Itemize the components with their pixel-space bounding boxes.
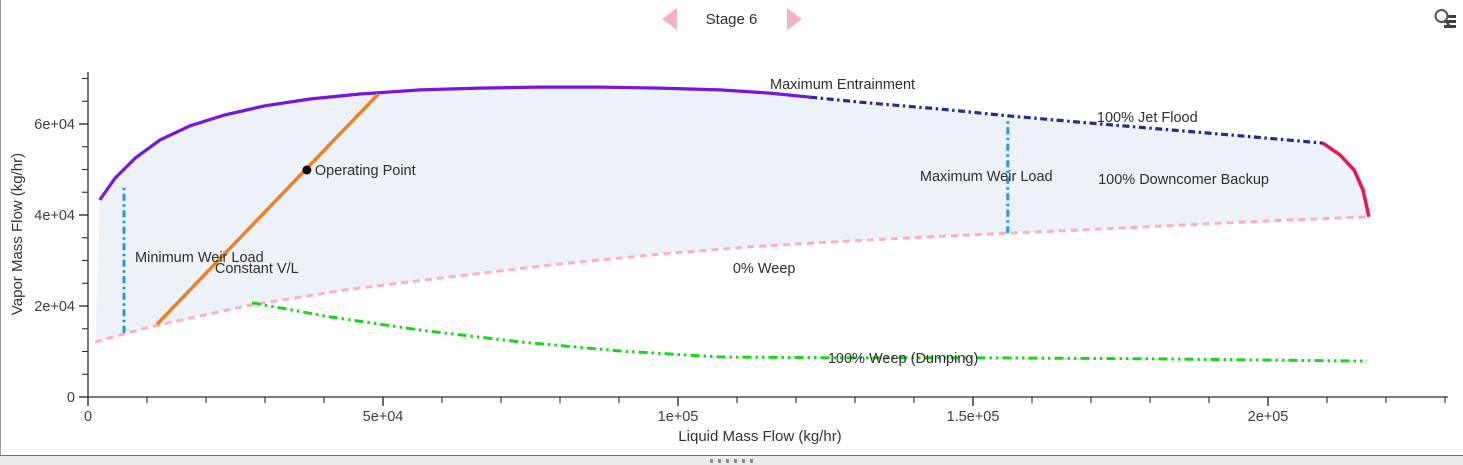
- operating-point-marker: [302, 165, 312, 175]
- panel-left-border: [0, 0, 1, 465]
- label-maximum-weir-load: Maximum Weir Load: [920, 169, 1053, 185]
- label-minimum-weir-load: Minimum Weir Load: [135, 250, 264, 266]
- stage-label: Stage 6: [705, 10, 758, 28]
- splitter-bar[interactable]: [0, 455, 1463, 465]
- y-tick-label: 6e+04: [34, 117, 75, 133]
- x-axis-title: Liquid Mass Flow (kg/hr): [678, 428, 841, 445]
- x-tick-label: 0: [84, 409, 92, 425]
- plot-settings-button[interactable]: [1433, 5, 1459, 37]
- series-maximum-entrainment: [98, 85, 811, 201]
- y-tick-label: 0: [67, 390, 75, 406]
- next-stage-button[interactable]: [786, 8, 802, 30]
- label-maximum-entrainment: Maximum Entrainment: [770, 77, 915, 93]
- x-tick-label: 1.5e+05: [947, 409, 1000, 425]
- hydraulic-operating-envelope-plot: 0 5e+04 1e+05 1.5e+05 2e+05 0 2e+04 4e+04 6e+04 L…: [9, 72, 1448, 445]
- y-tick-label: 2e+04: [34, 299, 75, 315]
- magnifier-list-icon: [1434, 9, 1456, 28]
- operating-envelope-region: [95, 87, 1369, 342]
- label-operating-point: Operating Point: [315, 163, 416, 179]
- splitter-handle-dots: [709, 459, 754, 463]
- label-weep-0: 0% Weep: [733, 261, 796, 277]
- label-downcomer-backup: 100% Downcomer Backup: [1098, 172, 1269, 188]
- label-jet-flood: 100% Jet Flood: [1097, 110, 1198, 126]
- previous-stage-button[interactable]: [661, 8, 677, 30]
- y-tick-label: 4e+04: [34, 208, 75, 224]
- y-axis-title: Vapor Mass Flow (kg/hr): [9, 153, 26, 315]
- series-100-weep-dumping: [251, 301, 1368, 363]
- series-constant-v-l: [155, 92, 380, 326]
- label-weep-100: 100% Weep (Dumping): [828, 351, 978, 367]
- x-tick-label: 1e+05: [658, 409, 699, 425]
- label-constant-vl: Constant V/L: [215, 261, 299, 277]
- x-tick-label: 5e+04: [363, 409, 404, 425]
- x-tick-label: 2e+05: [1248, 409, 1289, 425]
- series-100-downcomer-backup: [1321, 141, 1371, 218]
- stage-navigator: Stage 6: [0, 8, 1463, 30]
- series-0-weep: [94, 215, 1369, 344]
- series-100-jet-flood: [810, 95, 1324, 145]
